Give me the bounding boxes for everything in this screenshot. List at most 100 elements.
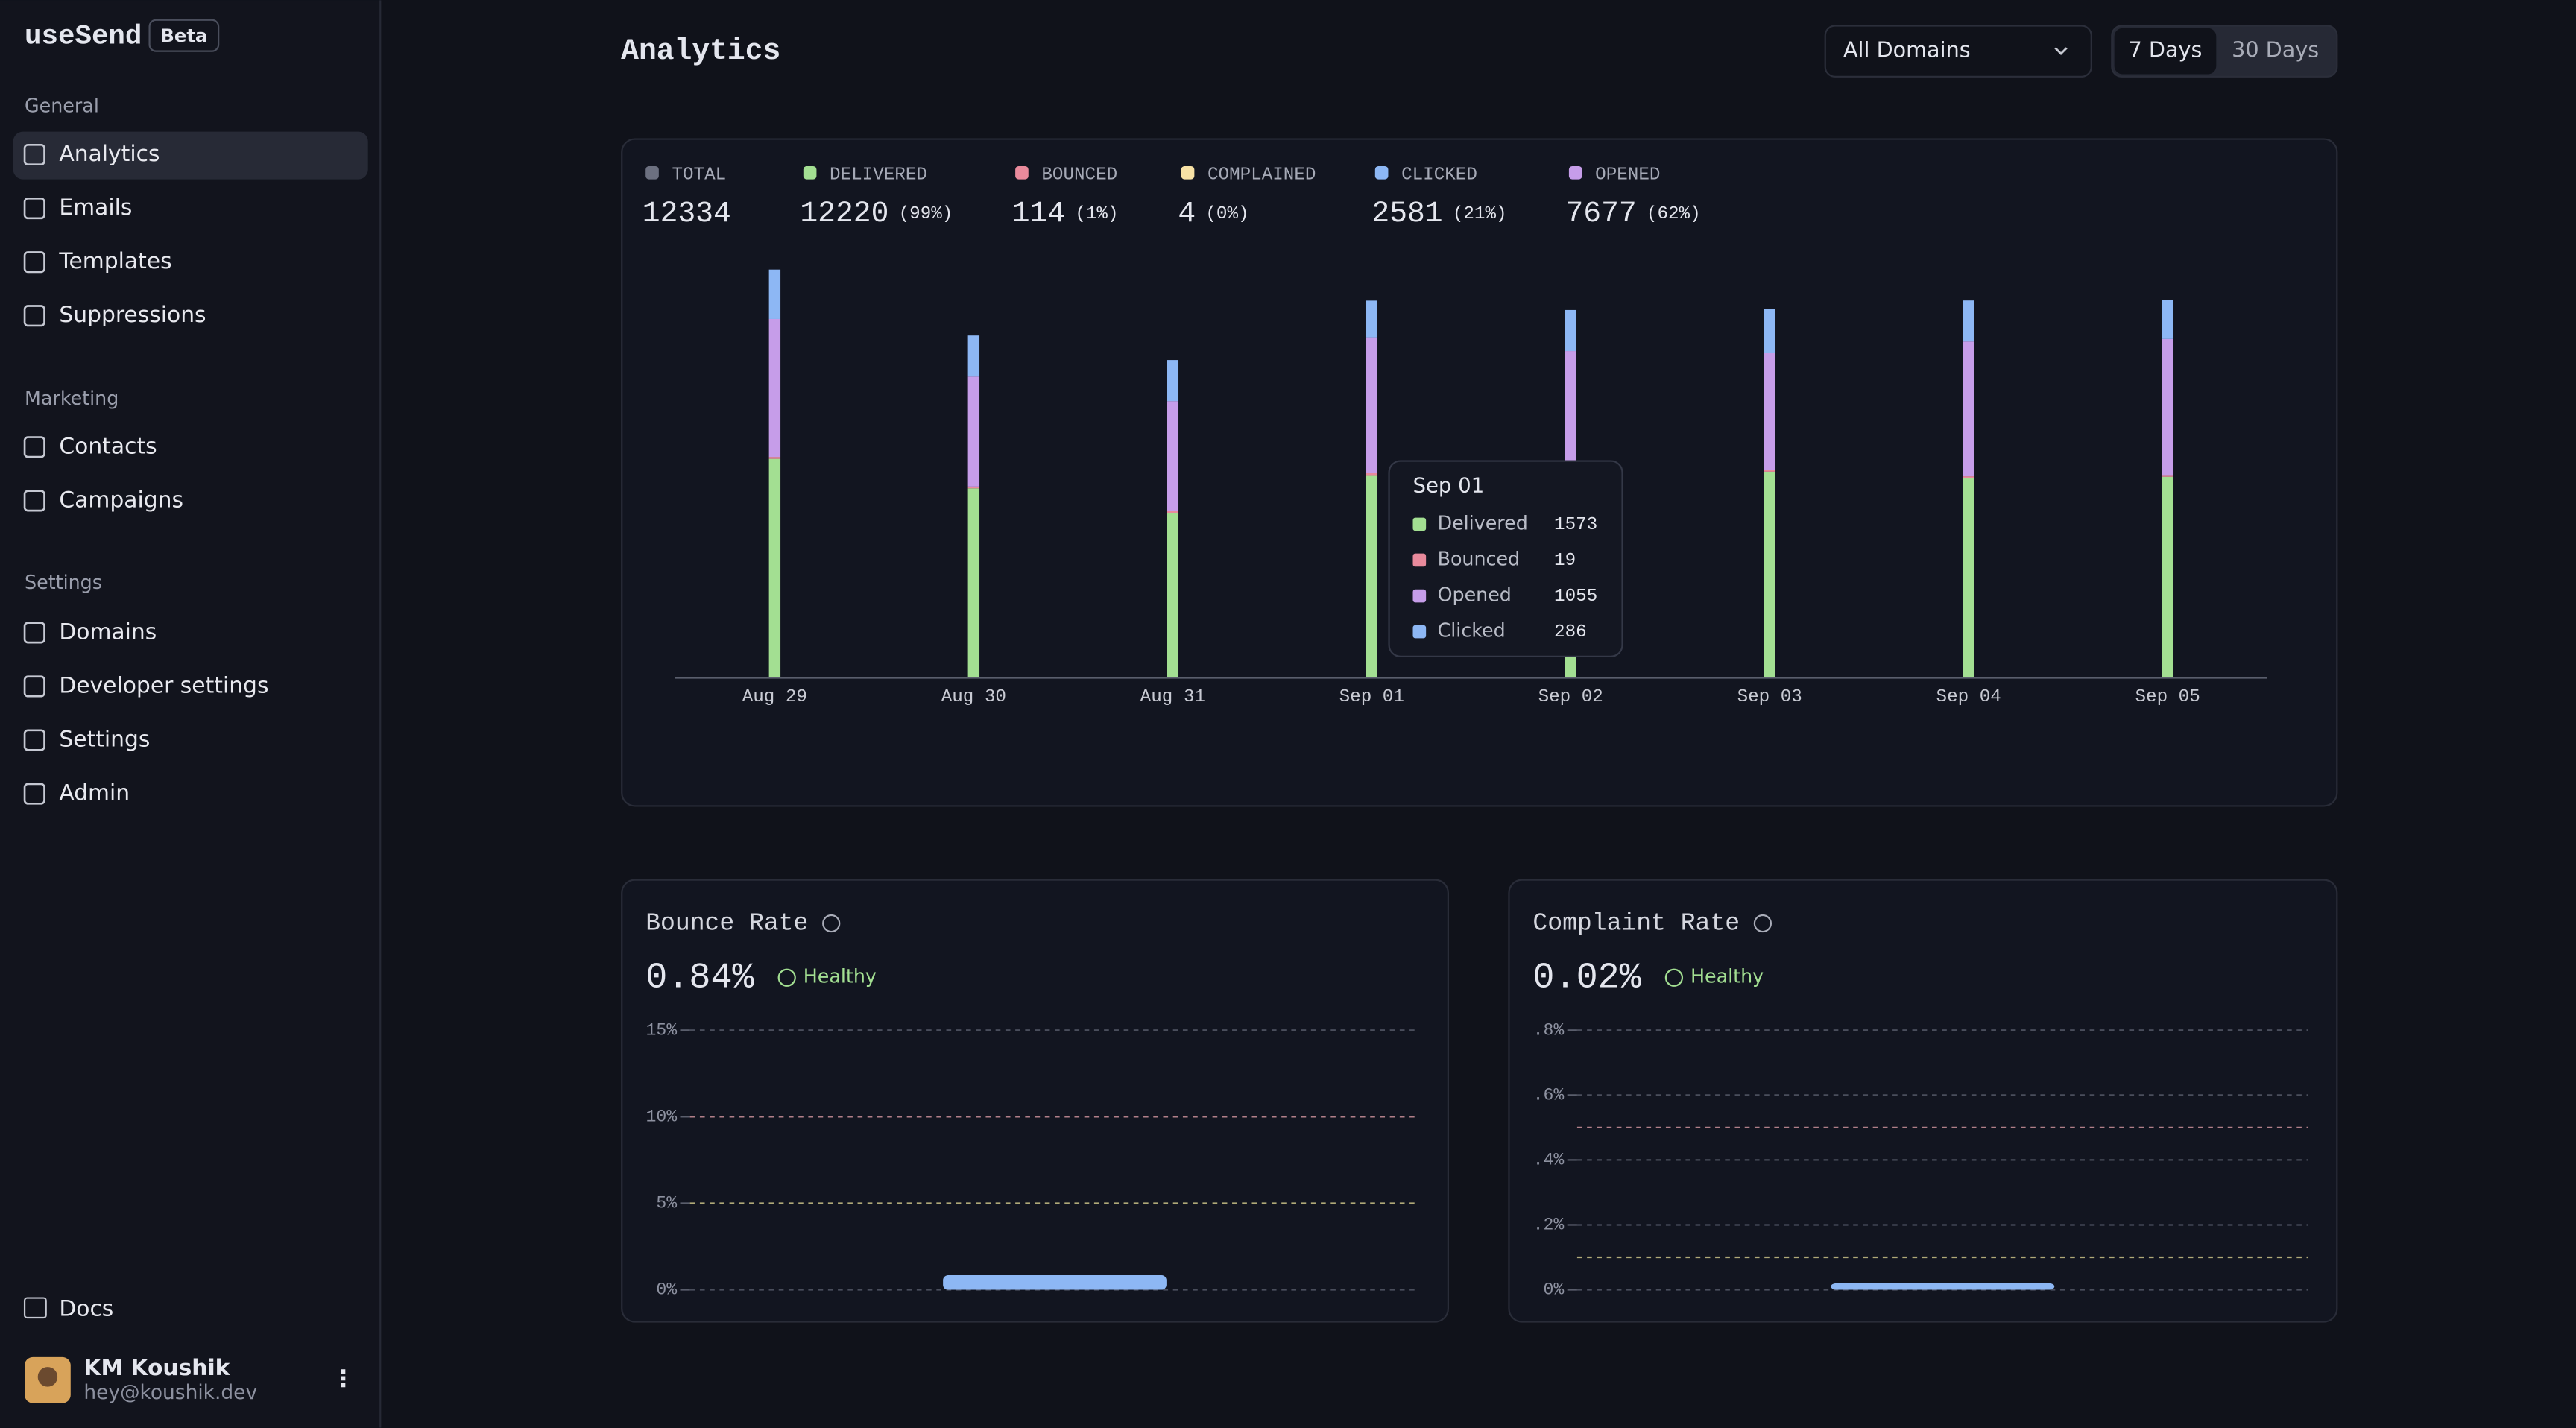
bar-segment bbox=[769, 319, 780, 457]
y-tick-label: .4% bbox=[1533, 1151, 1565, 1170]
summary-value: 12334 bbox=[643, 197, 731, 230]
bar-segment bbox=[1764, 470, 1775, 472]
tooltip-value: 1573 bbox=[1554, 515, 1597, 535]
x-tick-label: Sep 02 bbox=[1538, 687, 1603, 707]
range-option[interactable]: 30 Days bbox=[2232, 37, 2319, 63]
bar-segment bbox=[968, 335, 979, 376]
bar-segment bbox=[1167, 360, 1178, 401]
nav-item[interactable]: Domains bbox=[59, 619, 157, 645]
menu-icon[interactable]: ⋮ bbox=[332, 1365, 355, 1392]
bar-segment bbox=[769, 459, 780, 677]
legend-swatch bbox=[804, 166, 817, 180]
tooltip-swatch bbox=[1413, 554, 1427, 567]
nav-item[interactable]: Emails bbox=[59, 195, 132, 221]
tooltip-title: Sep 01 bbox=[1413, 474, 1485, 498]
bar-segment bbox=[1963, 341, 1974, 476]
section-title: Marketing bbox=[25, 387, 119, 409]
nav-item[interactable]: Campaigns bbox=[59, 487, 183, 513]
bar-segment bbox=[1167, 513, 1178, 677]
summary-number: 12220 bbox=[800, 197, 888, 230]
summary-number: 114 bbox=[1012, 197, 1065, 230]
y-tick-label: 10% bbox=[645, 1107, 677, 1126]
tooltip-swatch bbox=[1413, 590, 1427, 603]
nav-item[interactable]: Settings bbox=[59, 727, 150, 753]
nav-item[interactable]: Admin bbox=[59, 780, 130, 806]
nav-item[interactable]: Suppressions bbox=[59, 302, 206, 328]
summary-label: TOTAL bbox=[672, 165, 726, 185]
legend-swatch bbox=[1181, 166, 1195, 180]
nav-item[interactable]: Contacts bbox=[59, 433, 157, 459]
summary-label: BOUNCED bbox=[1041, 165, 1117, 185]
tooltip-label: Opened bbox=[1438, 584, 1512, 606]
y-tick-label: .8% bbox=[1533, 1020, 1565, 1040]
legend-swatch bbox=[1015, 166, 1029, 180]
tooltip-swatch bbox=[1413, 625, 1427, 639]
summary-percent: (1%) bbox=[1075, 204, 1118, 224]
legend-swatch bbox=[1375, 166, 1389, 180]
nav-item[interactable]: Analytics bbox=[59, 141, 160, 167]
bar-segment bbox=[1764, 309, 1775, 353]
summary-number: 4 bbox=[1178, 197, 1196, 230]
bar-segment bbox=[2162, 339, 2173, 476]
y-tick-label: 0% bbox=[1544, 1280, 1565, 1300]
bar-segment bbox=[1565, 310, 1576, 351]
summary-percent: (0%) bbox=[1205, 204, 1248, 224]
bar-segment bbox=[769, 457, 780, 459]
bar-segment bbox=[1167, 401, 1178, 511]
domain-select-text[interactable]: All Domains bbox=[1843, 37, 1971, 63]
y-tick-label: 15% bbox=[645, 1020, 677, 1040]
bar-segment bbox=[1366, 300, 1377, 337]
bar-segment bbox=[1963, 478, 1974, 677]
y-tick-label: .2% bbox=[1533, 1216, 1565, 1235]
x-tick-label: Aug 31 bbox=[1140, 687, 1205, 707]
summary-label: COMPLAINED bbox=[1208, 165, 1316, 185]
x-tick-label: Sep 05 bbox=[2135, 687, 2200, 707]
legend-swatch bbox=[645, 166, 659, 180]
bar-segment bbox=[2162, 477, 2173, 677]
tooltip-value: 19 bbox=[1554, 551, 1576, 571]
user-name: KM Koushik bbox=[83, 1355, 230, 1381]
badge-text: Beta bbox=[160, 25, 207, 46]
summary-number: 12334 bbox=[643, 197, 731, 230]
tooltip-label: Bounced bbox=[1438, 547, 1521, 569]
nav-item[interactable]: Docs bbox=[59, 1295, 113, 1321]
brand: useSend bbox=[25, 22, 142, 53]
summary-percent: (99%) bbox=[899, 204, 953, 224]
summary-label: CLICKED bbox=[1401, 165, 1477, 185]
card bbox=[1509, 880, 2337, 1322]
x-tick-label: Sep 04 bbox=[1936, 687, 2001, 707]
section-title: Settings bbox=[25, 571, 102, 593]
x-tick-label: Aug 30 bbox=[941, 687, 1006, 707]
summary-number: 2581 bbox=[1371, 197, 1442, 230]
nav-item[interactable]: Templates bbox=[58, 248, 171, 274]
x-tick-label: Aug 29 bbox=[742, 687, 807, 707]
bar-segment bbox=[1963, 300, 1974, 341]
summary-label: DELIVERED bbox=[830, 165, 927, 185]
range-option[interactable]: 7 Days bbox=[2129, 37, 2203, 63]
tooltip-value: 286 bbox=[1554, 622, 1587, 642]
sidebar bbox=[0, 0, 379, 1427]
summary-number: 7677 bbox=[1565, 197, 1636, 230]
x-tick-label: Sep 01 bbox=[1339, 687, 1404, 707]
bar-segment bbox=[1366, 473, 1377, 475]
bar-segment bbox=[1764, 353, 1775, 470]
status: Healthy bbox=[804, 965, 877, 988]
tooltip-swatch bbox=[1413, 518, 1427, 531]
card bbox=[622, 880, 1448, 1322]
x-tick-label: Sep 03 bbox=[1737, 687, 1802, 707]
tooltip-value: 1055 bbox=[1554, 587, 1597, 607]
bar-segment bbox=[1167, 511, 1178, 513]
y-tick-label: .6% bbox=[1533, 1085, 1565, 1105]
bar-segment bbox=[2162, 475, 2173, 476]
tooltip-label: Clicked bbox=[1438, 619, 1506, 642]
tooltip: Sep 01 Delivered 1573 Bounced 19 Opened 1055 C… bbox=[1389, 461, 1623, 657]
page-title: Analytics bbox=[621, 34, 780, 68]
status: Healthy bbox=[1690, 965, 1764, 988]
rate-value: 0.02% bbox=[1532, 958, 1641, 999]
bar-segment bbox=[1366, 338, 1377, 473]
nav-item[interactable]: Developer settings bbox=[59, 672, 268, 698]
bar-segment bbox=[769, 270, 780, 319]
card-title: Complaint Rate bbox=[1532, 909, 1740, 938]
tooltip-label: Delivered bbox=[1438, 511, 1528, 534]
summary-label: OPENED bbox=[1595, 165, 1660, 185]
